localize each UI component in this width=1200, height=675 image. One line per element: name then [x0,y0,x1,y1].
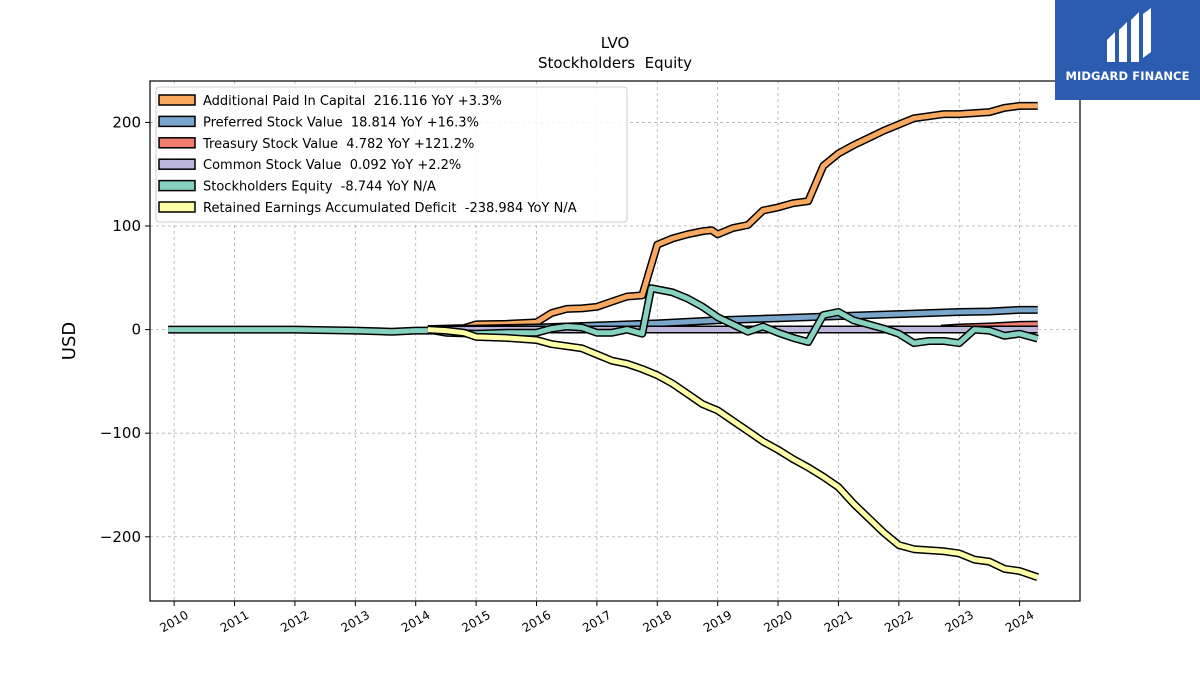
y-tick-label: 0 [131,321,141,339]
brand-name: MIDGARD FINANCE [1065,69,1190,83]
legend-label: Treasury Stock Value 4.782 YoY +121.2% [202,137,474,152]
logo-mark-icon [1107,8,1151,62]
x-tick-label: 2012 [278,608,311,635]
plot-frame [149,80,1081,602]
legend-swatch [158,115,196,128]
x-tick-label: 2017 [580,608,613,635]
x-tick-label: 2023 [942,608,975,635]
legend-box [155,86,628,223]
x-tick-label: 2024 [1003,608,1036,635]
y-tick-label: −100 [100,424,141,442]
x-tick-label: 2018 [641,608,674,635]
legend: Additional Paid In Capital 216.116 YoY +… [155,86,628,223]
x-tick-label: 2016 [520,608,553,635]
series-line-retained-earnings-accumulated-deficit [427,327,1039,580]
series-line-additional-paid-in-capital [427,103,1038,332]
y-axis: 200 100 0 −100 −200 [100,113,150,546]
x-tick-label: 2014 [399,608,432,635]
brand-logo: MIDGARD FINANCE [1055,0,1200,100]
x-tick-label: 2015 [459,608,492,635]
x-tick-label: 2010 [157,608,190,635]
x-tick-label: 2022 [882,608,915,635]
legend-label: Stockholders Equity -8.744 YoY N/A [203,180,436,195]
y-tick-label: 100 [112,217,141,235]
legend-label: Additional Paid In Capital 216.116 YoY +… [203,94,502,109]
y-axis-label: USD [59,322,80,360]
legend-label: Retained Earnings Accumulated Deficit -2… [203,201,577,216]
x-tick-label: 2021 [822,608,855,635]
legend-swatch [158,179,196,192]
series-group [168,101,1039,581]
x-tick-label: 2011 [218,608,251,635]
y-tick-label: −200 [100,528,141,546]
y-tick-label: 200 [112,113,141,131]
x-tick-label: 2013 [339,608,372,635]
legend-label: Preferred Stock Value 18.814 YoY +16.3% [203,115,479,130]
x-tick-label: 2019 [701,608,734,635]
chart-title: LVO [601,34,630,52]
series-line-retained-earnings-accumulated-deficit-outline [427,325,1039,581]
x-axis: 2010 2011 2012 2013 2014 2015 2016 2017 2018 2019… [157,601,1036,635]
x-tick-label: 2020 [761,608,794,635]
legend-swatch [158,201,196,213]
chart-subtitle: Stockholders Equity [538,54,692,72]
legend-swatch [158,158,196,170]
legend-label: Common Stock Value 0.092 YoY +2.2% [203,158,461,173]
legend-swatch [158,94,196,106]
legend-swatch [158,137,196,149]
